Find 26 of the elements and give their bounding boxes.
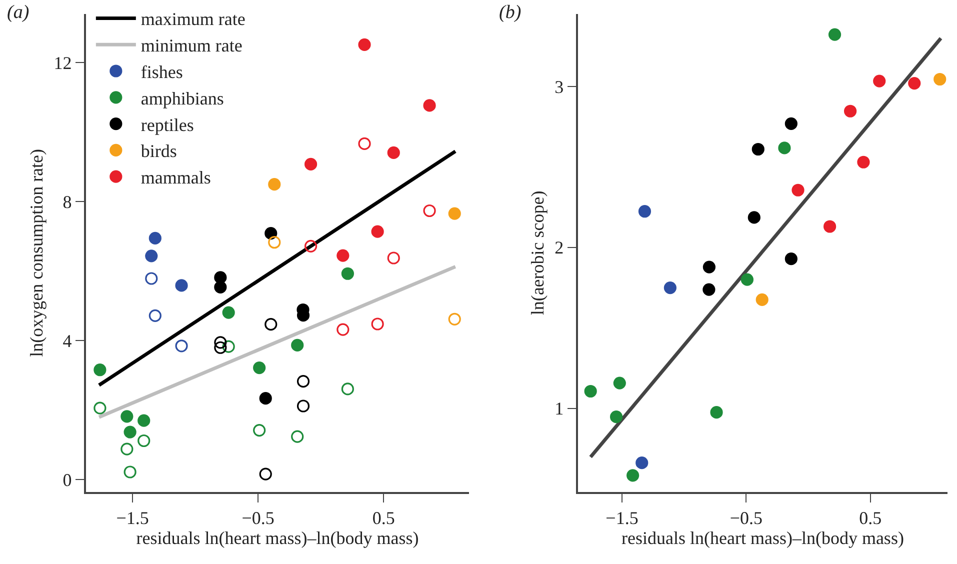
legend-label: reptiles	[140, 114, 194, 135]
x-tick-label: −1.5	[606, 508, 638, 528]
legend-label: birds	[140, 141, 177, 162]
x-tick-label: −0.5	[242, 508, 274, 528]
y-tick-label: 0	[62, 470, 72, 490]
legend-label: maximum rate	[140, 9, 246, 30]
x-tick-label: 0.5	[372, 508, 395, 528]
legend-label: mammals	[140, 168, 211, 188]
y-tick-label: 8	[62, 192, 72, 212]
y-tick-label: 1	[554, 398, 564, 419]
y-tick-label: 4	[62, 330, 72, 351]
y-tick-label: 2	[554, 238, 564, 258]
x-axis-title: residuals ln(heart mass)–ln(body mass)	[622, 528, 904, 548]
y-axis-title: ln(aerobic scope)	[527, 190, 548, 316]
x-tick-label: −1.5	[116, 508, 149, 528]
legend-label: fishes	[140, 62, 183, 82]
legend-label: minimum rate	[140, 36, 242, 56]
x-tick-label: −0.5	[730, 508, 763, 528]
legend-label: amphibians	[140, 88, 224, 108]
x-tick-label: 0.5	[859, 508, 882, 528]
x-axis-title: residuals ln(heart mass)–ln(body mass)	[136, 528, 419, 548]
y-tick-label: 3	[554, 76, 564, 97]
chart-title: (b)	[499, 2, 522, 23]
chart-title: (a)	[7, 2, 30, 23]
y-axis-title: ln(oxygen consumption rate)	[26, 148, 46, 357]
y-tick-label: 12	[54, 53, 72, 74]
